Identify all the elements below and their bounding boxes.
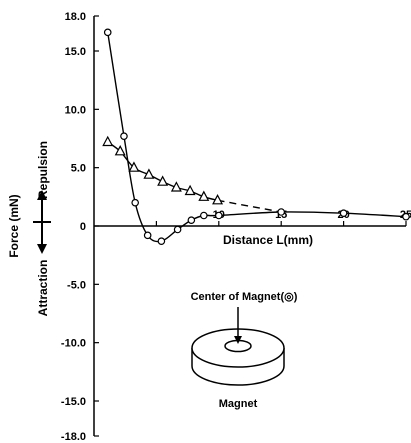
y-tick-label: 10.0 xyxy=(65,104,86,116)
magnet-label: Magnet xyxy=(219,398,258,410)
x-axis-label: Distance L(mm) xyxy=(223,233,313,247)
y-axis-label-attraction: Attraction xyxy=(36,260,50,317)
y-tick-label: -10.0 xyxy=(61,338,86,350)
center-pointer-arrow-icon xyxy=(234,307,242,344)
circle-series-line xyxy=(107,32,407,243)
triangle-point xyxy=(198,190,210,201)
circle-point xyxy=(402,212,410,221)
y-tick-label: -15.0 xyxy=(61,396,86,408)
y-axis-label: Force (mN) xyxy=(7,194,21,257)
triangle-point xyxy=(143,168,155,179)
circle-point xyxy=(339,209,348,217)
y-tick-label: 15.0 xyxy=(65,46,86,58)
triangle-series-line xyxy=(107,141,218,202)
force-direction-arrow-icon xyxy=(33,190,51,254)
y-tick-label: 0 xyxy=(80,221,86,233)
triangle-point xyxy=(114,145,126,156)
circle-point xyxy=(103,28,112,37)
triangle-series-dashed-extension xyxy=(217,199,282,213)
circle-point xyxy=(215,211,223,220)
circle-point xyxy=(157,237,166,245)
triangle-point xyxy=(184,184,196,196)
circle-point xyxy=(173,225,182,234)
y-axis-label-repulsion: Repulsion xyxy=(36,141,50,199)
circle-point xyxy=(277,208,286,216)
circle-point xyxy=(200,211,208,220)
ring-magnet-icon xyxy=(191,328,285,386)
y-tick-label: 5.0 xyxy=(71,163,86,175)
triangle-point xyxy=(170,181,182,192)
triangle-point xyxy=(157,175,169,186)
circle-point xyxy=(187,216,196,224)
y-tick-label: 18.0 xyxy=(65,11,86,23)
y-tick-label: -5.0 xyxy=(67,279,86,291)
triangle-point xyxy=(212,194,224,205)
center-of-magnet-label: Center of Magnet(◎) xyxy=(191,291,298,303)
circle-point xyxy=(131,198,139,207)
circle-point xyxy=(143,231,152,240)
y-tick-label: -18.0 xyxy=(61,431,86,443)
circle-point xyxy=(120,132,128,140)
triangle-point xyxy=(128,161,140,172)
triangle-point xyxy=(102,135,114,147)
